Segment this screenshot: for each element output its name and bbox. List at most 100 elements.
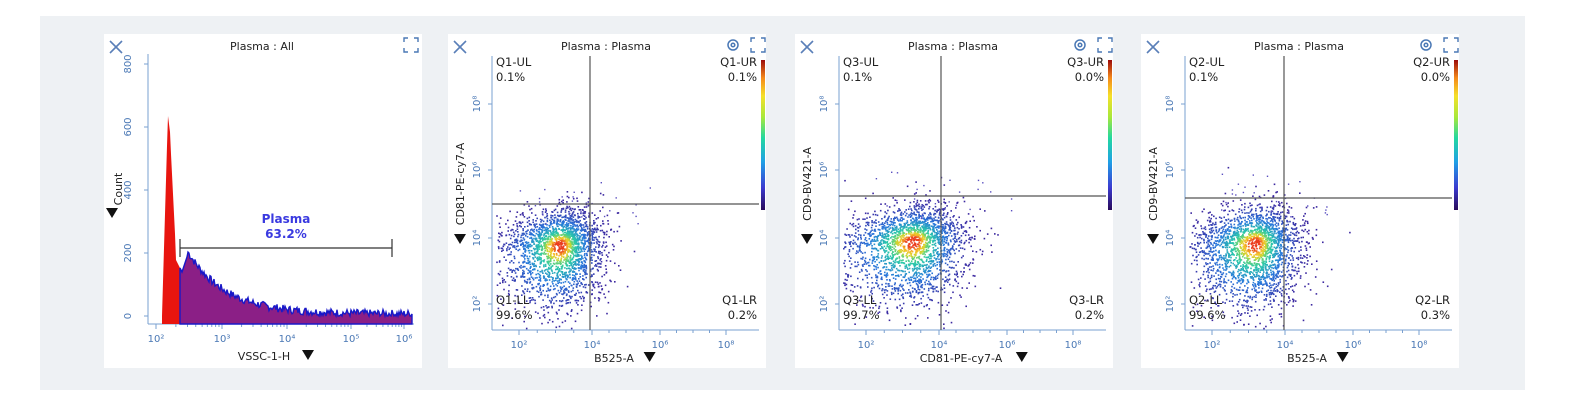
event-dot — [860, 257, 862, 260]
event-dot — [923, 250, 925, 253]
event-dot — [583, 244, 585, 247]
event-dot — [539, 288, 542, 290]
close-icon[interactable] — [109, 40, 123, 54]
event-dot — [603, 236, 605, 239]
event-dot — [1259, 282, 1261, 285]
event-dot — [923, 288, 926, 290]
event-dot — [867, 233, 869, 235]
event-dot — [542, 238, 544, 241]
event-dot — [562, 245, 565, 248]
event-dot — [901, 261, 903, 264]
event-dot — [597, 246, 600, 249]
event-dot — [924, 246, 927, 249]
event-dot — [917, 211, 920, 213]
event-dot — [871, 233, 873, 235]
event-dot — [603, 274, 606, 276]
event-dot — [497, 272, 500, 275]
event-dot — [914, 288, 916, 291]
event-dot — [1227, 218, 1230, 221]
close-icon[interactable] — [1146, 40, 1160, 54]
event-dot — [1278, 237, 1280, 239]
event-dot — [952, 222, 954, 225]
triangle-down-icon[interactable] — [1015, 352, 1028, 362]
event-dot — [517, 231, 519, 233]
gate-range-marker[interactable] — [179, 239, 393, 257]
x-tick-label: 10² — [148, 334, 165, 345]
event-dot — [556, 272, 558, 275]
gear-icon[interactable] — [727, 39, 739, 51]
event-dot — [904, 248, 907, 251]
event-dot — [916, 199, 919, 202]
event-dot — [505, 234, 507, 237]
expand-icon[interactable] — [1097, 37, 1113, 53]
triangle-down-icon[interactable] — [454, 234, 466, 244]
event-dot — [551, 279, 554, 281]
event-dot — [603, 249, 606, 252]
event-dot — [944, 227, 947, 229]
event-dot — [559, 239, 562, 242]
event-dot — [530, 266, 532, 268]
triangle-down-icon[interactable] — [643, 352, 656, 362]
event-dot — [911, 238, 913, 241]
event-dot — [880, 203, 882, 205]
event-dot — [927, 232, 929, 234]
event-dot — [847, 234, 850, 236]
event-dot — [898, 223, 901, 225]
event-dot — [529, 300, 531, 302]
event-dot — [563, 248, 566, 251]
gear-icon[interactable] — [1074, 39, 1086, 51]
event-dot — [935, 257, 938, 260]
event-dot — [591, 212, 594, 214]
event-dot — [853, 235, 856, 237]
event-dot — [579, 273, 581, 275]
event-dot — [577, 249, 580, 251]
event-dot — [1210, 269, 1212, 271]
event-dot — [938, 239, 940, 242]
event-dot — [620, 240, 622, 242]
event-dot — [560, 242, 563, 244]
event-dot — [594, 214, 596, 216]
expand-icon[interactable] — [403, 37, 419, 53]
event-dot — [943, 184, 946, 186]
event-dot — [575, 249, 578, 251]
event-dot — [1196, 236, 1199, 239]
event-dot — [928, 216, 930, 219]
event-dot — [935, 232, 938, 234]
event-dot — [564, 235, 567, 238]
triangle-down-icon[interactable] — [302, 350, 314, 360]
expand-icon[interactable] — [1443, 37, 1459, 53]
event-dot — [515, 289, 518, 291]
event-dot — [564, 271, 566, 274]
event-dot — [577, 251, 579, 254]
event-dot — [539, 232, 541, 235]
event-dot — [1281, 223, 1283, 225]
event-dot — [910, 234, 912, 237]
event-dot — [865, 263, 868, 265]
triangle-down-icon[interactable] — [106, 208, 118, 218]
event-dot — [576, 253, 578, 255]
event-dot — [530, 273, 532, 276]
event-dot — [864, 261, 867, 263]
gear-icon[interactable] — [1420, 39, 1432, 51]
event-dot — [550, 255, 552, 257]
event-dot — [579, 251, 582, 253]
event-dot — [883, 291, 886, 294]
expand-icon[interactable] — [750, 37, 766, 53]
triangle-down-icon[interactable] — [801, 234, 813, 244]
event-dot — [526, 242, 528, 245]
event-dot — [878, 224, 881, 226]
event-dot — [540, 260, 543, 262]
event-dot — [848, 241, 850, 244]
event-dot — [605, 233, 608, 236]
close-icon[interactable] — [800, 40, 814, 54]
event-dot — [909, 233, 912, 235]
event-dot — [561, 255, 563, 257]
event-dot — [567, 222, 570, 225]
event-dot — [887, 283, 889, 285]
event-dot — [1258, 252, 1260, 255]
event-dot — [1212, 254, 1214, 257]
close-icon[interactable] — [453, 40, 467, 54]
event-dot — [904, 270, 906, 273]
event-dot — [608, 251, 610, 254]
event-dot — [886, 272, 888, 274]
